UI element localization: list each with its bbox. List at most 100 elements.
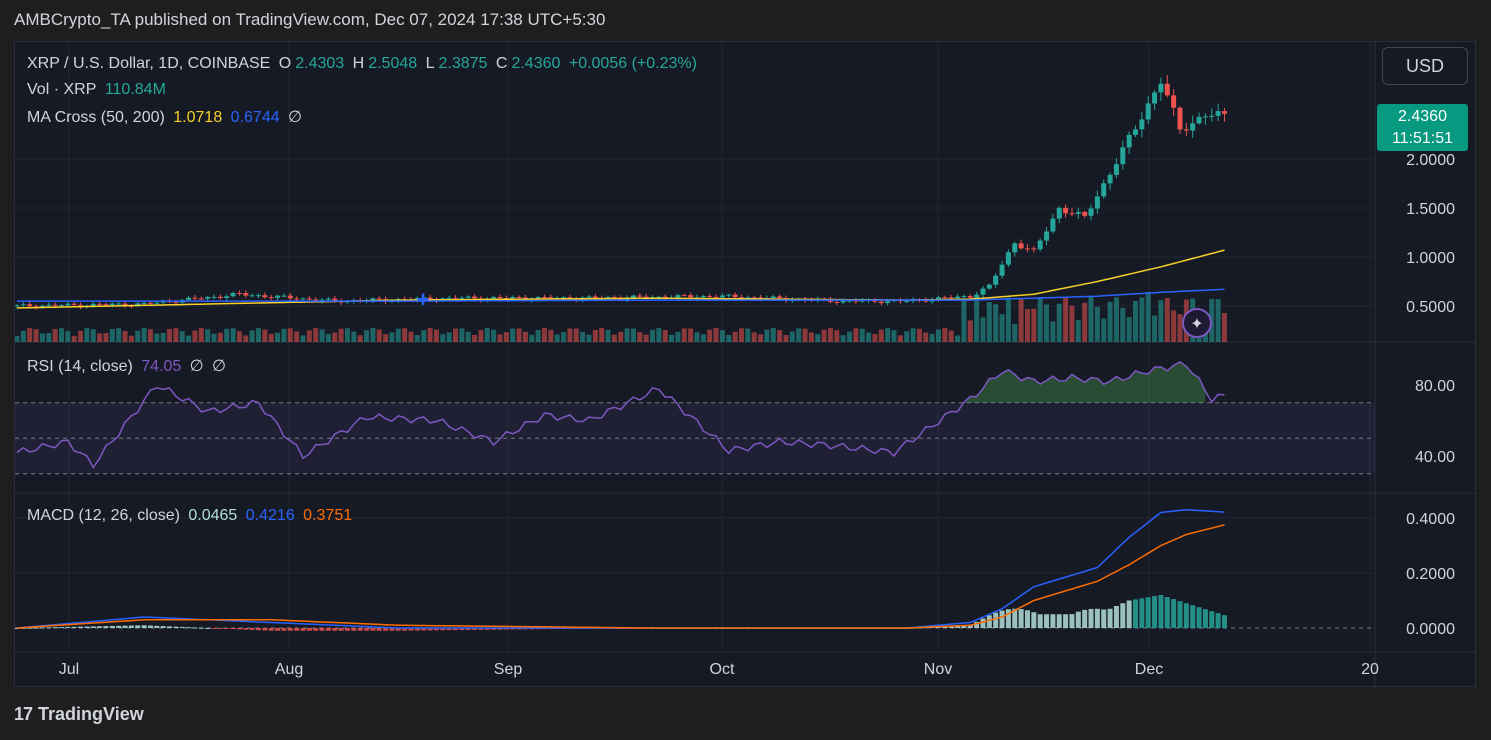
- macd-signal-line: [16, 524, 1225, 629]
- macd-histogram-bar: [351, 628, 357, 631]
- candle-body: [370, 298, 376, 301]
- candle-body: [497, 296, 503, 299]
- volume-bar: [414, 335, 420, 342]
- price-tick-label: 1.5000: [1406, 201, 1455, 218]
- volume-bar: [275, 332, 281, 342]
- volume-bar: [681, 328, 687, 342]
- volume-bar: [904, 331, 910, 342]
- macd-label[interactable]: MACD (12, 26, close): [27, 507, 180, 524]
- candle-body: [700, 295, 706, 298]
- volume-bar: [351, 331, 357, 342]
- high-value: 2.5048: [368, 55, 418, 72]
- candle-body: [1221, 111, 1227, 114]
- volume-bar: [1113, 297, 1119, 342]
- volume-bar: [961, 300, 967, 342]
- candle-body: [541, 297, 547, 299]
- macd-histogram-bar: [224, 628, 230, 629]
- rsi-label[interactable]: RSI (14, close): [27, 358, 133, 375]
- volume-bar: [1177, 314, 1183, 342]
- macd-histogram-bar: [78, 626, 84, 628]
- macd-histogram-bar: [39, 627, 45, 629]
- volume-bar: [694, 332, 700, 342]
- macd-histogram-bar: [294, 628, 300, 631]
- volume-bar: [827, 328, 833, 342]
- candle-body: [1056, 207, 1062, 219]
- footer-brand[interactable]: 17 TradingView: [14, 704, 144, 725]
- volume-bar: [52, 329, 58, 342]
- rsi-extra-2: ∅: [212, 358, 227, 375]
- volume-bar: [993, 304, 999, 342]
- macd-histogram-bar: [205, 628, 211, 629]
- volume-bar: [281, 328, 287, 342]
- x-tick-label: Dec: [1135, 661, 1163, 678]
- macd-histogram-bar: [942, 626, 948, 628]
- candle-body: [503, 298, 509, 300]
- macd-histogram-bar: [217, 628, 223, 629]
- candle-body: [948, 297, 954, 299]
- macd-histogram-bar: [275, 628, 281, 631]
- x-tick-label: Aug: [275, 661, 303, 678]
- macd-histogram-bar: [465, 628, 471, 630]
- macd-histogram-bar: [497, 628, 503, 630]
- candle-body: [675, 295, 681, 298]
- candle-body: [97, 303, 103, 305]
- volume-bar: [198, 328, 204, 342]
- chart-area[interactable]: Jul Aug Sep Oct Nov Dec 20 0.5000 1.0000 1.5000 2.…: [14, 41, 1477, 688]
- candle-body: [255, 295, 261, 297]
- volume-bar: [802, 328, 808, 342]
- macd-histogram-bar: [1075, 611, 1081, 628]
- macd-histogram-bar: [160, 626, 166, 628]
- candle-body: [1152, 92, 1158, 104]
- macd-histogram-bar: [128, 625, 134, 628]
- candle-body: [1101, 183, 1107, 197]
- ma-cross-label[interactable]: MA Cross (50, 200): [27, 109, 165, 126]
- last-price: 2.4360: [1398, 108, 1447, 125]
- volume-bar: [122, 331, 128, 342]
- macd-histogram-bar: [395, 628, 401, 631]
- candle-body: [294, 298, 300, 300]
- volume-bar: [1012, 323, 1018, 342]
- volume-bar: [942, 328, 948, 342]
- volume-bar: [300, 335, 306, 342]
- volume-bar: [46, 333, 52, 342]
- candle-body: [1031, 248, 1037, 250]
- candle-body: [141, 302, 147, 304]
- volume-bar: [465, 331, 471, 342]
- macd-histogram-bar: [1120, 603, 1126, 628]
- candle-body: [446, 297, 452, 299]
- volume-bar: [859, 328, 865, 342]
- macd-tick-label: 0.0000: [1406, 621, 1455, 638]
- volume-bar: [1031, 308, 1037, 342]
- currency-button[interactable]: USD: [1382, 47, 1468, 85]
- candle-body: [630, 295, 636, 298]
- candle-body: [313, 299, 319, 302]
- volume-bar: [97, 333, 103, 342]
- symbol-title[interactable]: XRP / U.S. Dollar, 1D, COINBASE: [27, 55, 271, 72]
- candle-body: [1018, 243, 1024, 249]
- volume-bar: [453, 328, 459, 342]
- volume-bar: [935, 329, 941, 342]
- volume-bar: [1088, 297, 1094, 342]
- volume-bar: [39, 333, 45, 342]
- candle-body: [592, 296, 598, 299]
- volume-bar: [599, 328, 605, 342]
- volume-bar: [167, 328, 173, 342]
- candle-body: [878, 301, 884, 304]
- macd-histogram-bar: [427, 628, 433, 631]
- chart-svg[interactable]: Jul Aug Sep Oct Nov Dec 20 0.5000 1.0000 1.5000 2.…: [15, 42, 1477, 688]
- macd-histogram-bar: [179, 626, 185, 628]
- volume-label[interactable]: Vol · XRP: [27, 81, 97, 98]
- candle-body: [27, 304, 33, 307]
- volume-bar: [313, 328, 319, 342]
- candle-body: [961, 295, 967, 297]
- tradingview-brand: TradingView: [38, 704, 144, 724]
- rsi-extra-1: ∅: [189, 358, 204, 375]
- macd-histogram-bar: [433, 628, 439, 631]
- macd-histogram-bar: [1101, 609, 1107, 628]
- volume-bar: [967, 320, 973, 342]
- candle-body: [71, 303, 77, 305]
- x-tick-label: Jul: [59, 661, 79, 678]
- price-tick-label: 2.0000: [1406, 152, 1455, 169]
- volume-bar: [923, 332, 929, 342]
- candle-body: [1183, 129, 1189, 131]
